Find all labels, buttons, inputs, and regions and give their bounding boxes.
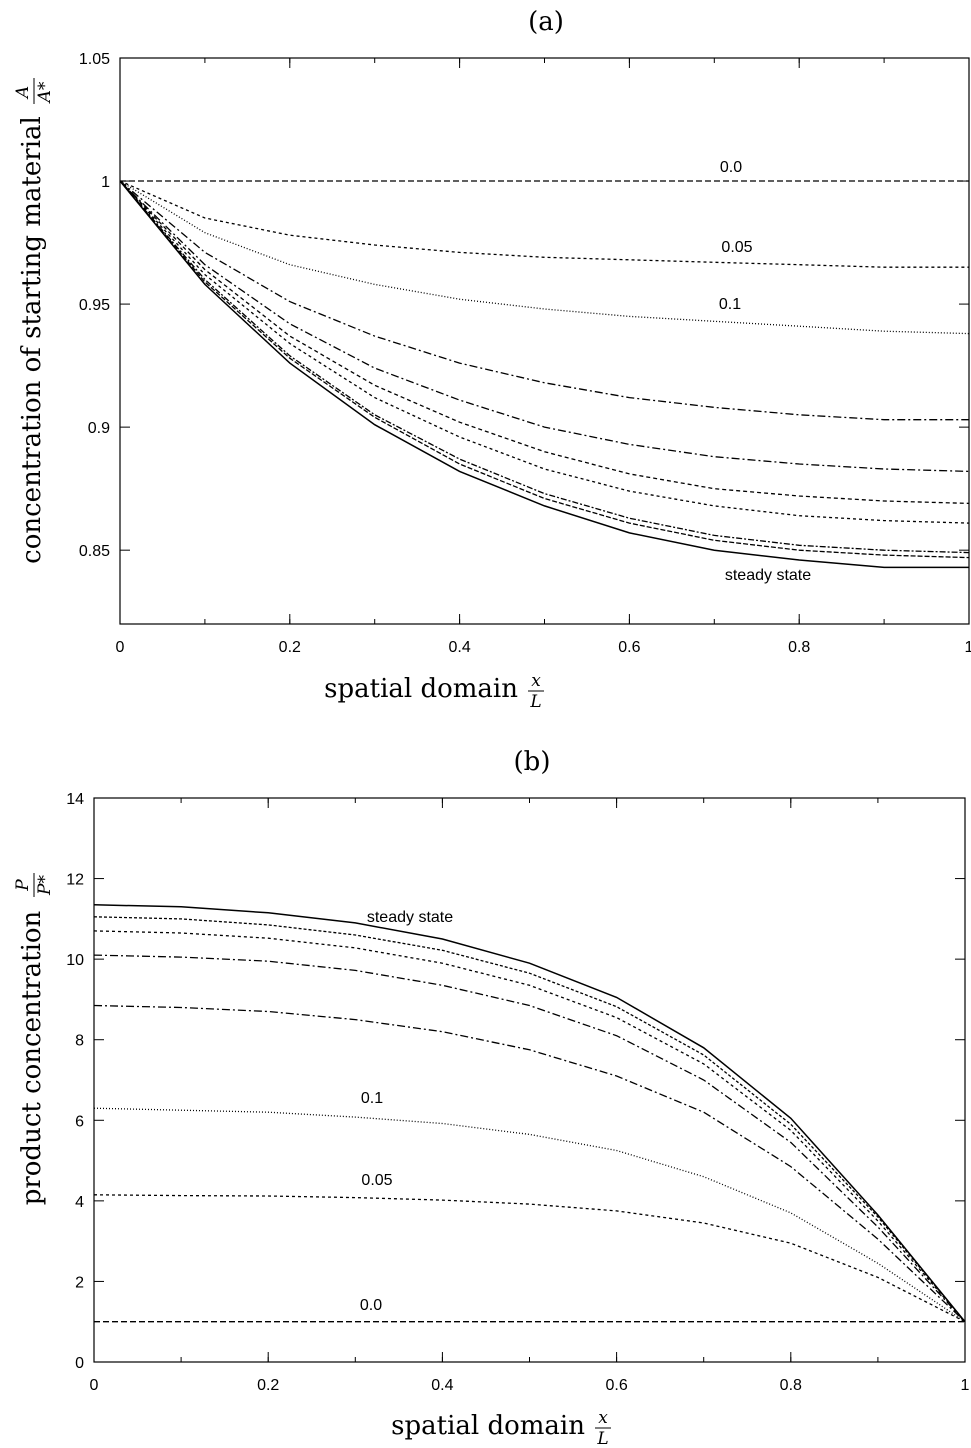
panel-a-series-5-line — [119, 180, 970, 505]
panel-a-label-0-0: 0.0 — [720, 159, 742, 176]
panel-b-label-steady-state: steady state — [367, 909, 453, 926]
panel-a-y-tick-label: 0.85 — [79, 543, 110, 560]
panel-a-label-0-1: 0.1 — [719, 296, 741, 313]
panel-b-series-7-line — [93, 904, 966, 1323]
panel-a-y-axis-label: concentration of starting material A A* — [13, 78, 55, 564]
panel-a-y-tick-label: 1.05 — [79, 51, 110, 68]
panel-a-y-tick-label: 0.95 — [79, 297, 110, 314]
panel-b-x-tick-label: 0.8 — [780, 1377, 802, 1394]
panel-a-x-axis-label: spatial domain x L — [324, 671, 544, 712]
panel-a-series-2-line — [119, 180, 970, 335]
panel-a-plot-frame — [119, 57, 970, 625]
panel-a-label-steady-state: steady state — [725, 567, 811, 584]
panel-a-x-tick-label: 0.6 — [618, 639, 640, 656]
panel-b-label-0-1: 0.1 — [361, 1090, 383, 1107]
panel-a-label-0-05: 0.05 — [721, 239, 752, 256]
panel-a-x-tick-label: 0 — [116, 639, 125, 656]
panel-b-y-tick-label: 6 — [75, 1113, 84, 1130]
panel-a-series-6-line — [119, 180, 970, 524]
panel-b-y-tick-label: 4 — [75, 1194, 84, 1211]
panel-a-x-tick-label: 1 — [965, 639, 971, 656]
panel-a-x-tick-label: 0.2 — [279, 639, 301, 656]
panel-a-series-3-line — [119, 180, 969, 421]
panel-b-label-0-05: 0.05 — [361, 1172, 392, 1189]
panel-b-x-axis-label: spatial domain x L — [391, 1408, 611, 1448]
panel-a-x-tick-label: 0.4 — [448, 639, 470, 656]
panel-a-y-fraction-denominator: A* — [35, 81, 55, 104]
panel-b-x-tick-label: 0.6 — [605, 1377, 627, 1394]
panel-b: (b) 0 0.2 0.4 0.6 0.8 1 0 2 4 6 8 10 12 14 spatial d… — [13, 747, 970, 1448]
panel-b-series-5-line — [93, 930, 966, 1323]
panel-b-x-tick-label: 0.2 — [257, 1377, 279, 1394]
panel-b-title: (b) — [514, 747, 551, 777]
panel-a-x-fraction-denominator: L — [529, 692, 541, 712]
panel-b-y-tick-label: 0 — [75, 1355, 84, 1372]
panel-b-y-axis-label: product concentration P P* — [13, 873, 55, 1205]
panel-b-y-tick-label: 12 — [66, 872, 84, 889]
panel-a-y-fraction-numerator: A — [13, 86, 33, 100]
panel-b-series-3-line — [93, 1004, 966, 1323]
panel-b-y-fraction-denominator: P* — [35, 875, 55, 896]
panel-a-y-axis-label-text: concentration of starting material — [17, 116, 47, 564]
panel-a-x-axis-label-text: spatial domain — [324, 674, 518, 704]
panel-b-series-2-line — [93, 1107, 966, 1323]
panel-a-series-4-line — [119, 180, 970, 473]
panel-a: (a) 0 0.2 0.4 0.6 0.8 1 0.85 0.9 0.95 1 1.05 spat… — [13, 7, 971, 712]
panel-b-y-tick-label: 14 — [66, 791, 84, 808]
panel-b-series-4-line — [93, 954, 966, 1323]
panel-b-x-ticks: 0 0.2 0.4 0.6 0.8 1 — [90, 798, 970, 1394]
panel-a-y-tick-label: 0.9 — [88, 420, 110, 437]
panel-b-y-tick-label: 10 — [66, 952, 84, 969]
panel-b-x-fraction-denominator: L — [596, 1429, 608, 1448]
panel-a-title: (a) — [528, 7, 564, 37]
panel-a-series-9-line — [119, 180, 969, 569]
panel-a-x-ticks: 0 0.2 0.4 0.6 0.8 1 — [116, 58, 971, 656]
panel-b-y-tick-label: 8 — [75, 1033, 84, 1050]
panel-b-label-0-0: 0.0 — [360, 1297, 382, 1314]
panel-b-series-1-line — [93, 1194, 966, 1323]
panel-b-y-axis-label-text: product concentration — [17, 910, 47, 1205]
panel-b-y-tick-label: 2 — [75, 1274, 84, 1291]
panel-b-x-tick-label: 0 — [90, 1377, 99, 1394]
panel-b-y-ticks: 0 2 4 6 8 10 12 14 — [66, 791, 965, 1372]
panel-a-y-tick-label: 1 — [101, 174, 110, 191]
panel-b-plot-frame — [93, 797, 966, 1363]
panel-a-series-7-line — [119, 180, 970, 554]
panel-b-y-fraction-numerator: P — [13, 879, 33, 892]
panel-a-plot-area — [119, 180, 970, 569]
panel-a-y-ticks: 0.85 0.9 0.95 1 1.05 — [79, 51, 969, 560]
panel-a-series-1-line — [119, 180, 969, 268]
panel-a-x-tick-label: 0.8 — [788, 639, 810, 656]
panel-b-x-tick-label: 1 — [961, 1377, 970, 1394]
panel-a-x-fraction-numerator: x — [531, 671, 541, 691]
panel-b-x-fraction-numerator: x — [598, 1408, 608, 1428]
panel-b-plot-area — [93, 904, 966, 1323]
panel-b-x-axis-label-text: spatial domain — [391, 1411, 585, 1441]
panel-b-x-tick-label: 0.4 — [431, 1377, 453, 1394]
panel-a-series-8-line — [119, 180, 970, 559]
panel-b-series-6-line — [93, 916, 966, 1323]
